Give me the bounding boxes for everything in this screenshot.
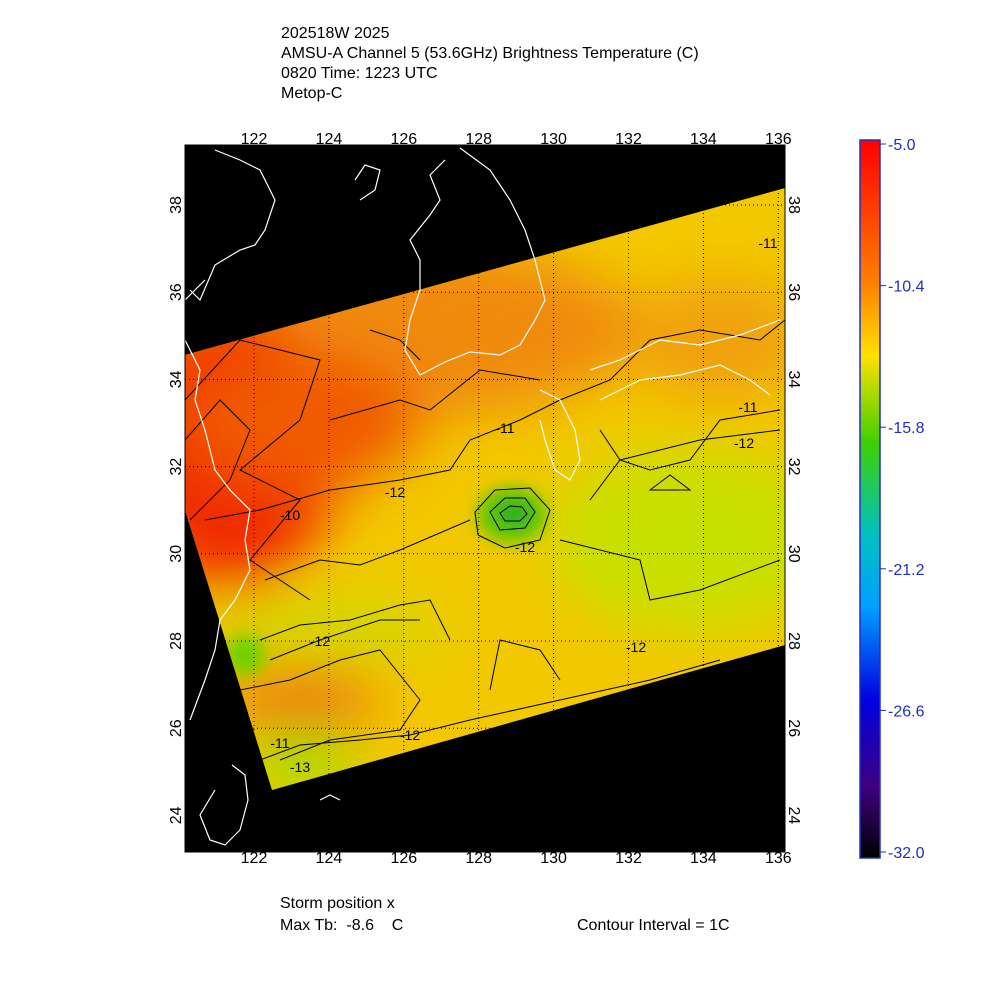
contour-label: -12 — [400, 727, 420, 743]
graticule — [185, 145, 785, 852]
lon-label-top: 126 — [390, 131, 417, 148]
axis-labels: 122 122 124 124 126 126 128 128 130 130 132 132 134 1… — [168, 131, 802, 867]
colorbar-label: -10.4 — [888, 279, 925, 296]
lon-label-bottom: 136 — [765, 850, 792, 867]
map-frame — [184, 144, 786, 853]
lat-label-left: 24 — [168, 806, 185, 824]
lon-label-bottom: 128 — [465, 850, 492, 867]
colorbar-label: -5.0 — [888, 137, 916, 154]
lat-label-left: 36 — [168, 283, 185, 301]
lon-label-bottom: 134 — [690, 850, 717, 867]
colorbar — [859, 139, 881, 859]
contour-label: -10 — [280, 507, 300, 523]
lat-label-right: 26 — [785, 719, 802, 737]
contour-label: -12 — [626, 639, 646, 655]
colorbar-labels: -5.0 -10.4 -15.8 -21.2 -26.6 -32.0 — [880, 137, 925, 862]
coastlines — [184, 147, 781, 846]
lon-label-bottom: 132 — [615, 850, 642, 867]
lon-label-top: 136 — [765, 131, 792, 148]
header: 202518W 2025 AMSU-A Channel 5 (53.6GHz) B… — [281, 25, 699, 102]
lon-label-top: 132 — [615, 131, 642, 148]
contour-label: -11 — [270, 735, 289, 751]
contour-label: -12 — [515, 539, 535, 555]
lat-label-left: 28 — [168, 632, 185, 650]
lat-label-left: 38 — [168, 196, 185, 214]
colorbar-label: -15.8 — [888, 420, 925, 437]
header-line: Metop-C — [281, 85, 342, 102]
lon-label-top: 122 — [241, 131, 268, 148]
lon-label-bottom: 130 — [540, 850, 567, 867]
lat-label-right: 38 — [785, 196, 802, 214]
lat-label-left: 26 — [168, 719, 185, 737]
contour-label: -11 — [495, 420, 514, 436]
lat-label-right: 34 — [785, 371, 802, 389]
max-tb: Max Tb: -8.6 C — [280, 917, 403, 934]
lon-label-top: 128 — [465, 131, 492, 148]
header-line: 202518W 2025 — [281, 25, 390, 42]
lon-label-bottom: 126 — [390, 850, 417, 867]
lat-label-left: 34 — [168, 370, 185, 388]
brightness-field — [185, 188, 785, 790]
colorbar-label: -32.0 — [888, 845, 925, 862]
colorbar-label: -26.6 — [888, 703, 925, 720]
contour-label: -12 — [385, 484, 405, 500]
contour-label: -11 — [758, 235, 777, 251]
contour-label: -11 — [738, 399, 757, 415]
lon-label-top: 134 — [690, 131, 717, 148]
lat-label-right: 28 — [785, 632, 802, 650]
lon-label-bottom: 122 — [241, 850, 268, 867]
contour-label: -12 — [310, 633, 330, 649]
lat-label-left: 32 — [168, 458, 185, 476]
header-line: AMSU-A Channel 5 (53.6GHz) Brightness Te… — [281, 45, 699, 62]
header-line: 0820 Time: 1223 UTC — [281, 65, 438, 82]
lon-label-bottom: 124 — [316, 850, 343, 867]
lon-label-top: 130 — [540, 131, 567, 148]
contour-label: -12 — [734, 435, 754, 451]
contour-label: -13 — [290, 759, 310, 775]
contour-labels: -11-12-10-11-12-12 -12-13-11-11-12-12 — [270, 235, 777, 775]
lat-label-left: 30 — [168, 545, 185, 563]
lat-label-right: 30 — [785, 545, 802, 563]
contour-interval: Contour Interval = 1C — [577, 917, 730, 934]
colorbar-label: -21.2 — [888, 562, 925, 579]
storm-position: Storm position x — [280, 895, 395, 912]
lat-label-right: 24 — [785, 807, 802, 825]
lon-label-top: 124 — [316, 131, 343, 148]
lat-label-right: 36 — [785, 283, 802, 301]
lat-label-right: 32 — [785, 458, 802, 476]
